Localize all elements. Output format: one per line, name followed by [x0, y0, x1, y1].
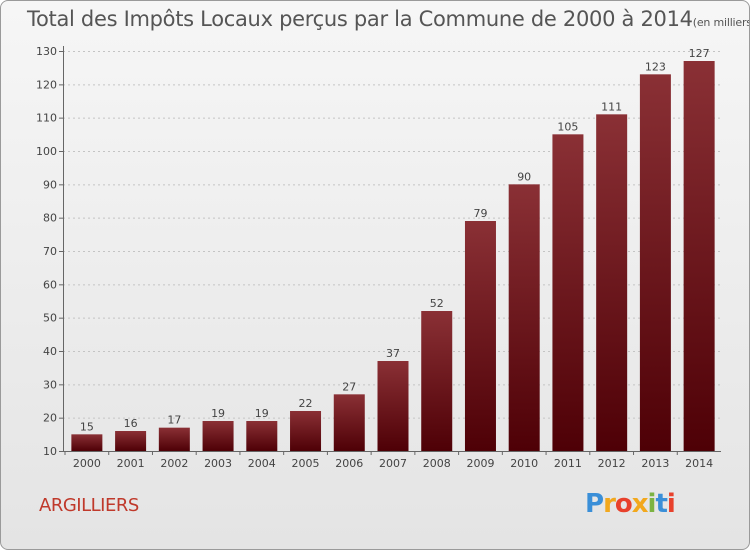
- x-tick-label: 2002: [160, 457, 188, 470]
- bar: [377, 361, 409, 451]
- x-tick-label: 2003: [204, 457, 232, 470]
- data-label: 16: [124, 417, 138, 430]
- data-label: 22: [299, 397, 313, 410]
- bar: [202, 421, 234, 451]
- chart-title: Total des Impôts Locaux perçus par la Co…: [27, 7, 750, 31]
- x-tick-label: 2007: [379, 457, 407, 470]
- y-tick-label: 90: [43, 178, 57, 191]
- data-labels: 15 16 17 19 19 22 27 37 52 79 90 105 111 123 127: [80, 47, 710, 433]
- y-tick-label: 30: [43, 378, 57, 391]
- bar: [639, 74, 671, 451]
- y-tick-label: 70: [43, 245, 57, 258]
- x-tick-label: 2000: [73, 457, 101, 470]
- y-tick-label: 100: [36, 145, 57, 158]
- y-tick-label: 40: [43, 345, 57, 358]
- data-label: 37: [386, 347, 400, 360]
- y-tick-label: 50: [43, 312, 57, 325]
- x-tick-label: 2006: [335, 457, 363, 470]
- bar: [290, 411, 322, 451]
- y-tick-label: 80: [43, 212, 57, 225]
- x-tick-label: 2011: [554, 457, 582, 470]
- x-tick-label: 2014: [685, 457, 713, 470]
- y-tick-label: 20: [43, 412, 57, 425]
- y-tick-label: 60: [43, 278, 57, 291]
- x-tick-label: 2001: [117, 457, 145, 470]
- logo-letter: r: [603, 489, 616, 519]
- bar: [464, 221, 496, 451]
- logo-letter: x: [631, 489, 649, 519]
- logo-letter: t: [655, 489, 667, 519]
- x-tick-label: 2013: [641, 457, 669, 470]
- bar: [421, 311, 453, 451]
- logo-letter: i: [647, 489, 657, 519]
- data-label: 105: [557, 120, 578, 133]
- data-label: 15: [80, 420, 94, 433]
- bar: [596, 114, 628, 451]
- bar: [71, 434, 103, 451]
- y-tick-label: 120: [36, 78, 57, 91]
- title-text: Total des Impôts Locaux perçus par la Co…: [27, 7, 693, 31]
- bar: [552, 134, 584, 452]
- bars: [71, 61, 715, 452]
- x-axis: 2000 2001 2002 2003 2004 2005 2006 2007 2008 2009…: [63, 451, 721, 470]
- x-tick-label: 2004: [248, 457, 276, 470]
- x-tick-label: 2008: [423, 457, 451, 470]
- y-tick-label: 110: [36, 112, 57, 125]
- y-tick-label: 130: [36, 45, 57, 58]
- x-tick-label: 2012: [598, 457, 626, 470]
- data-label: 52: [430, 297, 444, 310]
- data-label: 27: [342, 380, 356, 393]
- x-tick-label: 2009: [466, 457, 494, 470]
- proxiti-logo[interactable]: Proxiti: [585, 489, 676, 519]
- x-tick-label: 2005: [292, 457, 320, 470]
- bar: [158, 427, 190, 451]
- data-label: 123: [645, 60, 666, 73]
- y-axis: 10 20 30 40 50 60 70 80 90 100 110 120 130: [36, 45, 64, 458]
- bar: [246, 421, 278, 451]
- bar: [115, 431, 147, 451]
- logo-letter: P: [585, 489, 604, 519]
- bar: [683, 61, 715, 451]
- data-label: 111: [601, 100, 622, 113]
- data-label: 17: [167, 414, 181, 427]
- logo-letter: i: [666, 489, 676, 519]
- data-label: 19: [211, 407, 225, 420]
- data-label: 79: [473, 207, 487, 220]
- data-label: 127: [689, 47, 710, 60]
- y-tick-label: 10: [43, 445, 57, 458]
- data-label: 90: [517, 170, 531, 183]
- x-tick-label: 2010: [510, 457, 538, 470]
- bar: [508, 184, 540, 452]
- commune-name: ARGILLIERS: [39, 495, 139, 516]
- unit-label: (en milliers d'€): [692, 16, 750, 29]
- logo-letter: o: [614, 489, 633, 519]
- bar: [333, 394, 365, 451]
- data-label: 19: [255, 407, 269, 420]
